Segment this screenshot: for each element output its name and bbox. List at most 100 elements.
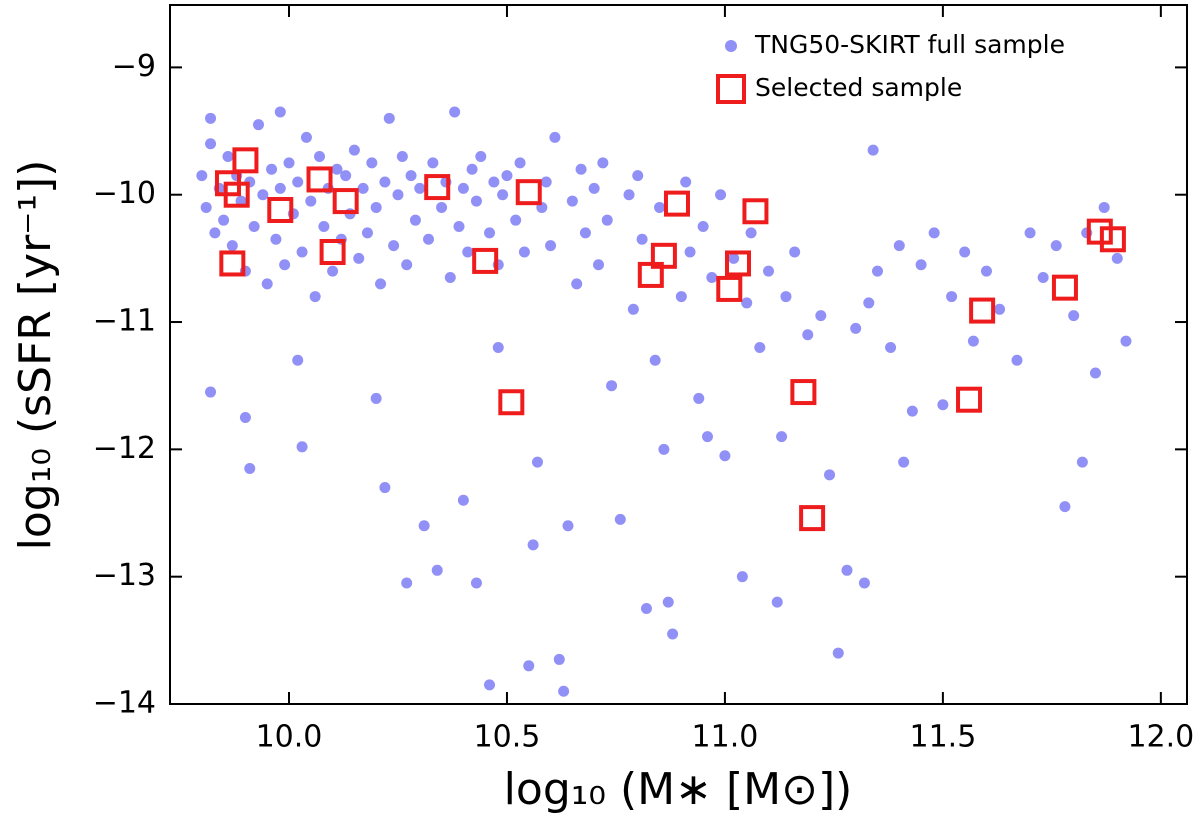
- data-point: [1059, 501, 1071, 513]
- selected-point: [790, 379, 817, 406]
- data-point: [736, 571, 748, 583]
- selected-point: [515, 179, 542, 206]
- data-point: [309, 291, 321, 303]
- selected-point: [1099, 226, 1126, 253]
- data-point: [1098, 201, 1110, 213]
- data-point: [588, 182, 600, 194]
- legend-marker: [716, 74, 746, 104]
- data-point: [353, 252, 365, 264]
- x-tick-label: 12.0: [1127, 720, 1194, 755]
- y-tick-label: −13: [93, 558, 156, 593]
- data-point: [697, 221, 709, 233]
- selected-point: [232, 147, 259, 174]
- selected-point: [1086, 218, 1113, 245]
- data-point: [379, 482, 391, 494]
- data-point: [579, 227, 591, 239]
- data-point: [205, 386, 217, 398]
- selected-point: [725, 250, 752, 277]
- data-point: [706, 271, 718, 283]
- data-point: [623, 189, 635, 201]
- x-axis-label: log₁₀ (M∗ [M⊙]): [504, 764, 853, 815]
- data-point: [396, 151, 408, 163]
- data-point: [946, 291, 958, 303]
- data-point: [497, 189, 509, 201]
- data-point: [898, 456, 910, 468]
- data-point: [597, 157, 609, 169]
- data-point: [754, 341, 766, 353]
- data-point: [871, 265, 883, 277]
- y-tick-label: −11: [93, 304, 156, 339]
- data-point: [470, 195, 482, 207]
- data-point: [274, 182, 286, 194]
- data-point: [484, 679, 496, 691]
- data-point: [675, 291, 687, 303]
- selected-point: [799, 505, 826, 532]
- data-point: [449, 106, 461, 118]
- data-point: [662, 596, 674, 608]
- data-point: [915, 259, 927, 271]
- data-point: [824, 469, 836, 481]
- data-point: [832, 647, 844, 659]
- data-point: [1120, 335, 1132, 347]
- data-point: [771, 596, 783, 608]
- data-point: [248, 221, 260, 233]
- data-point: [789, 246, 801, 258]
- selected-point: [472, 247, 499, 274]
- data-point: [200, 201, 212, 213]
- data-point: [680, 176, 692, 188]
- data-point: [606, 380, 618, 392]
- selected-point: [956, 386, 983, 413]
- data-point: [388, 240, 400, 252]
- data-point: [257, 189, 269, 201]
- data-point: [488, 176, 500, 188]
- selected-point: [498, 389, 525, 416]
- selected-point: [716, 275, 743, 302]
- data-point: [745, 227, 757, 239]
- data-point: [980, 265, 992, 277]
- y-tick-label: −9: [112, 49, 156, 84]
- data-point: [593, 259, 605, 271]
- data-point: [392, 189, 404, 201]
- data-point: [370, 392, 382, 404]
- data-point: [357, 182, 369, 194]
- data-point: [684, 246, 696, 258]
- data-point: [457, 494, 469, 506]
- data-point: [523, 660, 535, 672]
- data-point: [405, 170, 417, 182]
- data-point: [252, 119, 264, 131]
- data-point: [776, 431, 788, 443]
- data-point: [361, 227, 373, 239]
- data-point: [270, 233, 282, 245]
- data-point: [959, 246, 971, 258]
- data-point: [540, 176, 552, 188]
- data-point: [244, 462, 256, 474]
- data-point: [457, 182, 469, 194]
- data-point: [274, 106, 286, 118]
- data-point: [379, 176, 391, 188]
- data-point: [780, 291, 792, 303]
- data-point: [994, 303, 1006, 315]
- data-point: [531, 456, 543, 468]
- data-point: [209, 227, 221, 239]
- data-point: [741, 297, 753, 309]
- data-point: [318, 221, 330, 233]
- data-point: [296, 441, 308, 453]
- data-point: [549, 131, 561, 143]
- legend-label: TNG50-SKIRT full sample: [754, 30, 1065, 59]
- data-point: [601, 214, 613, 226]
- data-point: [453, 221, 465, 233]
- data-point: [728, 252, 740, 264]
- data-point: [1050, 240, 1062, 252]
- data-point: [470, 577, 482, 589]
- data-point: [553, 653, 565, 665]
- data-point: [815, 310, 827, 322]
- data-point: [558, 685, 570, 697]
- data-point: [928, 227, 940, 239]
- data-point: [401, 259, 413, 271]
- x-tick-label: 10.5: [474, 720, 541, 755]
- data-point: [1024, 227, 1036, 239]
- legend-marker: [725, 40, 737, 52]
- data-point: [340, 170, 352, 182]
- selected-point: [223, 181, 250, 208]
